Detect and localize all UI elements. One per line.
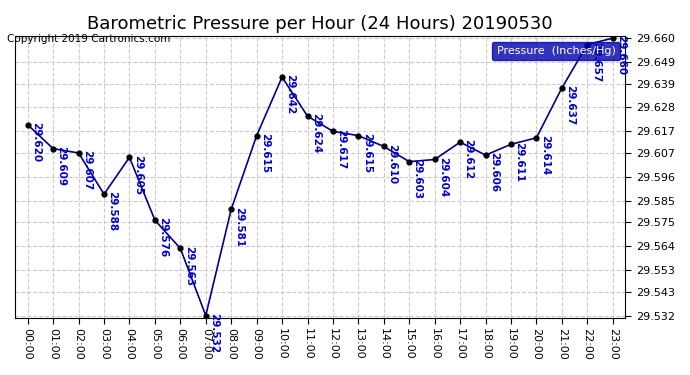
Text: 29.532: 29.532 [209,313,219,353]
Text: 29.604: 29.604 [438,157,448,197]
Text: 29.624: 29.624 [310,113,321,154]
Text: 29.660: 29.660 [616,35,626,75]
Pressure  (Inches/Hg) [100,192,108,196]
Pressure  (Inches/Hg) [507,142,515,147]
Text: 29.611: 29.611 [514,141,524,182]
Pressure  (Inches/Hg) [405,159,413,164]
Text: 29.614: 29.614 [540,135,550,175]
Text: 29.642: 29.642 [286,74,295,115]
Pressure  (Inches/Hg) [253,134,261,138]
Text: 29.576: 29.576 [158,217,168,258]
Text: 29.606: 29.606 [489,152,499,192]
Text: 29.581: 29.581 [235,207,244,247]
Pressure  (Inches/Hg) [278,75,286,80]
Text: 29.617: 29.617 [336,129,346,169]
Pressure  (Inches/Hg) [354,134,362,138]
Pressure  (Inches/Hg) [380,144,388,149]
Text: 29.603: 29.603 [413,159,422,199]
Pressure  (Inches/Hg) [456,140,464,144]
Pressure  (Inches/Hg) [532,136,540,140]
Text: 29.612: 29.612 [464,140,473,180]
Pressure  (Inches/Hg) [201,313,210,318]
Text: 29.588: 29.588 [108,191,117,231]
Pressure  (Inches/Hg) [304,114,312,118]
Text: 29.609: 29.609 [57,146,66,186]
Text: 29.605: 29.605 [132,154,143,195]
Line: Pressure  (Inches/Hg): Pressure (Inches/Hg) [26,36,615,318]
Pressure  (Inches/Hg) [75,151,83,155]
Pressure  (Inches/Hg) [329,129,337,134]
Pressure  (Inches/Hg) [126,155,134,160]
Pressure  (Inches/Hg) [609,36,617,40]
Pressure  (Inches/Hg) [431,157,439,162]
Pressure  (Inches/Hg) [583,42,591,47]
Title: Barometric Pressure per Hour (24 Hours) 20190530: Barometric Pressure per Hour (24 Hours) … [88,15,553,33]
Pressure  (Inches/Hg) [558,86,566,90]
Pressure  (Inches/Hg) [482,153,490,158]
Text: 29.607: 29.607 [82,150,92,190]
Text: 29.610: 29.610 [387,144,397,184]
Text: 29.657: 29.657 [591,42,600,82]
Text: 29.620: 29.620 [31,122,41,162]
Pressure  (Inches/Hg) [150,218,159,222]
Text: 29.637: 29.637 [565,85,575,125]
Pressure  (Inches/Hg) [23,123,32,127]
Text: 29.615: 29.615 [362,133,372,173]
Pressure  (Inches/Hg) [49,146,57,151]
Pressure  (Inches/Hg) [227,207,235,212]
Pressure  (Inches/Hg) [176,246,184,250]
Text: 29.615: 29.615 [260,133,270,173]
Text: Copyright 2019 Cartronics.com: Copyright 2019 Cartronics.com [7,34,170,44]
Text: 29.563: 29.563 [184,246,194,286]
Legend: Pressure  (Inches/Hg): Pressure (Inches/Hg) [492,42,620,60]
